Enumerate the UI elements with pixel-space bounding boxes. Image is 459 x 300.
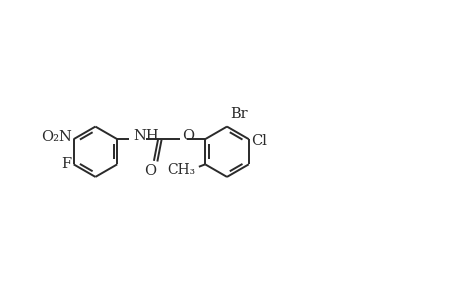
Text: CH₃: CH₃ — [167, 163, 195, 177]
Text: O₂N: O₂N — [40, 130, 71, 144]
Text: Cl: Cl — [251, 134, 267, 148]
Text: NH: NH — [134, 129, 159, 143]
Text: O: O — [182, 129, 194, 143]
Text: Br: Br — [230, 107, 247, 121]
Text: O: O — [144, 164, 156, 178]
Text: F: F — [61, 157, 71, 171]
